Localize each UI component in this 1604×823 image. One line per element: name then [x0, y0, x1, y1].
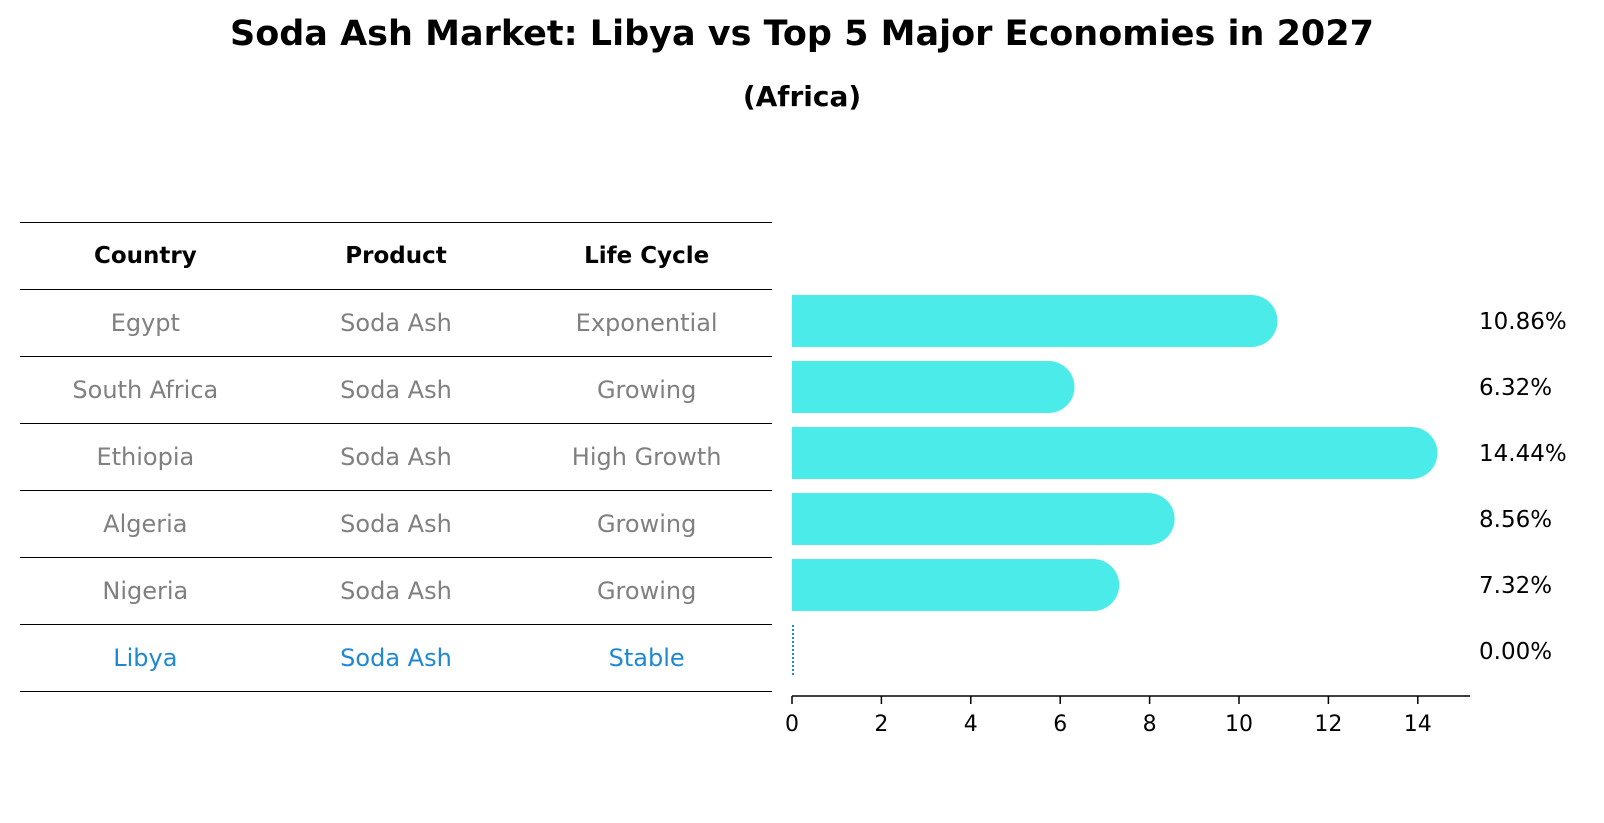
- bar: [792, 493, 1175, 545]
- cell-life-cycle: High Growth: [571, 443, 722, 471]
- table-header-row: Country Product Life Cycle: [20, 222, 772, 289]
- cell-country: Nigeria: [102, 577, 189, 605]
- x-tick-label: 2: [874, 712, 888, 737]
- bar: [792, 361, 1075, 413]
- bar: [792, 427, 1438, 479]
- cell-product: Soda Ash: [340, 644, 452, 672]
- chart-subtitle: (Africa): [742, 80, 862, 113]
- table-row: South Africa Soda Ash Growing: [20, 356, 772, 423]
- data-label: 7.32%: [1479, 573, 1552, 599]
- cell-life-cycle: Growing: [596, 376, 697, 404]
- bar: [792, 295, 1278, 347]
- cell-product: Soda Ash: [340, 577, 452, 605]
- x-tick-label: 8: [1143, 712, 1157, 737]
- cell-product: Soda Ash: [340, 376, 452, 404]
- cell-country: South Africa: [72, 376, 219, 404]
- cell-country: Egypt: [110, 309, 180, 337]
- cell-life-cycle: Stable: [608, 644, 685, 672]
- data-label: 8.56%: [1479, 507, 1552, 533]
- cell-country: Algeria: [103, 510, 188, 538]
- table-row: Nigeria Soda Ash Growing: [20, 557, 772, 624]
- cell-life-cycle: Growing: [596, 510, 697, 538]
- header-country: Country: [93, 243, 197, 269]
- data-label: 10.86%: [1479, 309, 1567, 335]
- chart-title: Soda Ash Market: Libya vs Top 5 Major Ec…: [229, 14, 1374, 54]
- table-row: Egypt Soda Ash Exponential: [20, 289, 772, 356]
- table-row: Algeria Soda Ash Growing: [20, 490, 772, 557]
- cell-country: Ethiopia: [96, 443, 195, 471]
- x-tick-label: 0: [785, 712, 799, 737]
- header-product: Product: [345, 243, 447, 269]
- x-tick-label: 4: [964, 712, 978, 737]
- table-row: Ethiopia Soda Ash High Growth: [20, 423, 772, 490]
- x-tick-label: 10: [1225, 712, 1253, 737]
- x-tick-label: 14: [1404, 712, 1432, 737]
- data-label: 14.44%: [1479, 441, 1567, 467]
- data-label: 0.00%: [1479, 639, 1552, 665]
- header-life-cycle: Life Cycle: [584, 243, 710, 269]
- cell-product: Soda Ash: [340, 309, 452, 337]
- data-table: Country Product Life Cycle Egypt Soda As…: [20, 222, 772, 692]
- x-tick-label: 6: [1053, 712, 1067, 737]
- cell-life-cycle: Exponential: [575, 309, 718, 337]
- table-row-highlighted: Libya Soda Ash Stable: [20, 624, 772, 692]
- cell-life-cycle: Growing: [596, 577, 697, 605]
- x-tick-label: 12: [1314, 712, 1342, 737]
- bar: [792, 559, 1120, 611]
- data-label: 6.32%: [1479, 375, 1552, 401]
- cell-product: Soda Ash: [340, 510, 452, 538]
- cell-product: Soda Ash: [340, 443, 452, 471]
- cell-country: Libya: [113, 644, 178, 672]
